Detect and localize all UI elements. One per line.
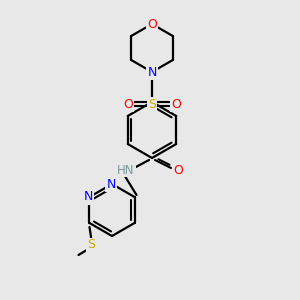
Text: N: N bbox=[84, 190, 93, 203]
Text: N: N bbox=[106, 178, 116, 190]
Text: O: O bbox=[147, 17, 157, 31]
Text: O: O bbox=[173, 164, 183, 176]
Text: HN: HN bbox=[117, 164, 135, 176]
Text: S: S bbox=[148, 98, 156, 110]
Text: S: S bbox=[88, 238, 95, 251]
Text: O: O bbox=[171, 98, 181, 110]
Text: O: O bbox=[123, 98, 133, 110]
Text: N: N bbox=[147, 65, 157, 79]
